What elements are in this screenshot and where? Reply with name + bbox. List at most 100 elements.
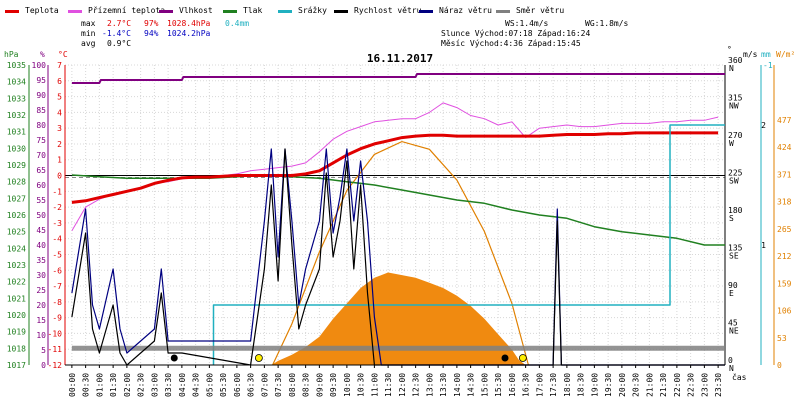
tick-label-percent: 90 [36, 91, 46, 100]
tick-label-hpa: 1017 [7, 361, 26, 370]
wind-gust-info: WG:1.8m/s [585, 19, 629, 28]
x-tick-label: 15:30 [494, 373, 503, 397]
tick-label-wind: 1 [761, 241, 766, 250]
sunrise-marker [254, 354, 263, 362]
series-solar-radiation-area [271, 272, 526, 365]
tick-label-temperature: -6 [52, 266, 62, 275]
series-humidity-line [71, 73, 725, 84]
axis-unit-celsius: °C [58, 50, 68, 59]
x-tick-label: 22:00 [673, 373, 682, 397]
x-tick-label: 02:30 [137, 373, 146, 397]
tick-label-percent: 20 [36, 301, 46, 310]
x-tick-label: 05:00 [205, 373, 214, 397]
x-tick-label: 19:00 [590, 373, 599, 397]
tick-label-hpa: 1026 [7, 211, 26, 220]
legend-swatch [223, 10, 237, 13]
legend-label: Vlhkost [179, 6, 213, 15]
legend-swatch [334, 10, 348, 13]
tick-label-temperature: 5 [57, 93, 62, 102]
moon-info: Měsíc Východ:4:36 Západ:15:45 [441, 39, 581, 48]
sunset-marker [518, 354, 527, 362]
tick-label-hpa: 1022 [7, 278, 26, 287]
x-tick-label: 01:00 [95, 373, 104, 397]
x-tick-label: 04:30 [192, 373, 201, 397]
plot-area [71, 73, 725, 366]
tick-label-temperature: -7 [52, 282, 62, 291]
x-tick-label: 17:30 [549, 373, 558, 397]
tick-label-direction: 225 [728, 169, 743, 178]
x-tick-label: 16:00 [508, 373, 517, 397]
tick-label-percent: 65 [36, 166, 46, 175]
tick-label-percent: 0 [41, 361, 46, 370]
tick-label-percent: 30 [36, 271, 46, 280]
tick-label-solar: 318 [777, 198, 792, 207]
legend-label: Náraz větru [439, 6, 492, 15]
tick-label-temperature: 0 [57, 172, 62, 181]
x-tick-label: 03:00 [150, 373, 159, 397]
tick-label-percent: 40 [36, 241, 46, 250]
stats-max-rain: 0.4mm [225, 19, 249, 28]
stats-max-temp: 2.7°C [107, 19, 131, 28]
tick-label-direction: 270 [728, 131, 743, 140]
axes: hPa% °C1017101810191020102110221023102410… [4, 45, 795, 373]
x-tick-label: 13:30 [439, 373, 448, 397]
tick-label-solar: 212 [777, 252, 792, 261]
tick-label-percent: 55 [36, 196, 46, 205]
tick-label-hpa: 1028 [7, 178, 26, 187]
tick-label-direction: 90 [728, 281, 738, 290]
sun-info: Slunce Východ:07:18 Západ:16:24 [441, 29, 590, 38]
tick-label-hpa: 1018 [7, 344, 26, 353]
x-tick-label: 18:00 [563, 373, 572, 397]
tick-label-compass: E [729, 289, 734, 298]
tick-label-percent: 35 [36, 256, 46, 265]
tick-label-temperature: -12 [48, 361, 63, 370]
series-theoretical-radiation-line [272, 140, 529, 366]
x-tick-label: 06:30 [247, 373, 256, 397]
tick-label-wind: 2 [761, 121, 766, 130]
legend-swatch [159, 10, 173, 13]
series-wind-gust-line [71, 148, 725, 366]
legend-label: Tlak [243, 6, 262, 15]
tick-label-percent: 10 [36, 331, 46, 340]
x-axis-label: čas [732, 372, 747, 382]
tick-label-percent: 15 [36, 316, 46, 325]
tick-label-temperature: -2 [52, 203, 62, 212]
legend-swatch [278, 10, 292, 13]
tick-label-compass: SE [729, 252, 739, 261]
x-tick-label: 20:00 [618, 373, 627, 397]
tick-label-compass: NW [729, 102, 739, 111]
tick-label-direction: 180 [728, 206, 743, 215]
tick-label-solar: 371 [777, 170, 792, 179]
stats-min-temp: -1.4°C [102, 29, 131, 38]
tick-label-hpa: 1029 [7, 161, 26, 170]
axis-unit-solar: W/m² [776, 50, 795, 59]
x-tick-label: 21:00 [645, 373, 654, 397]
x-tick-label: 15:00 [480, 373, 489, 397]
legend: Teplota Přízemní teplota Vlhkost Tlak Srážky… [5, 6, 564, 15]
x-tick-label: 08:30 [302, 373, 311, 397]
tick-label-temperature: 3 [57, 124, 62, 133]
tick-label-percent: 100 [32, 61, 47, 70]
tick-label-hpa: 1024 [7, 244, 26, 253]
stats-avg-label: avg [81, 39, 96, 48]
series-temperature-line [71, 131, 719, 204]
tick-label-solar: 159 [777, 279, 792, 288]
legend-label: Směr větru [516, 6, 564, 15]
tick-label-compass: N [729, 64, 734, 73]
tick-label-compass: S [729, 214, 734, 223]
legend-swatch [68, 10, 82, 13]
legend-swatch [5, 10, 19, 13]
legend-label: Rychlost větru [354, 6, 422, 15]
tick-label-hpa: 1034 [7, 78, 26, 87]
x-tick-label: 09:30 [329, 373, 338, 397]
tick-label-hpa: 1025 [7, 228, 26, 237]
x-axis: 00:00 00:30 01:00 01:30 02:00 02:30 03:00 03:30… [65, 364, 725, 397]
tick-label-compass: SW [729, 177, 739, 186]
tick-label-hpa: 1035 [7, 61, 26, 70]
tick-label-compass: NE [729, 327, 739, 336]
x-tick-label: 19:30 [604, 373, 613, 397]
tick-label-hpa: 1030 [7, 144, 26, 153]
series-rain-line [212, 124, 725, 365]
x-tick-label: 01:30 [109, 373, 118, 397]
